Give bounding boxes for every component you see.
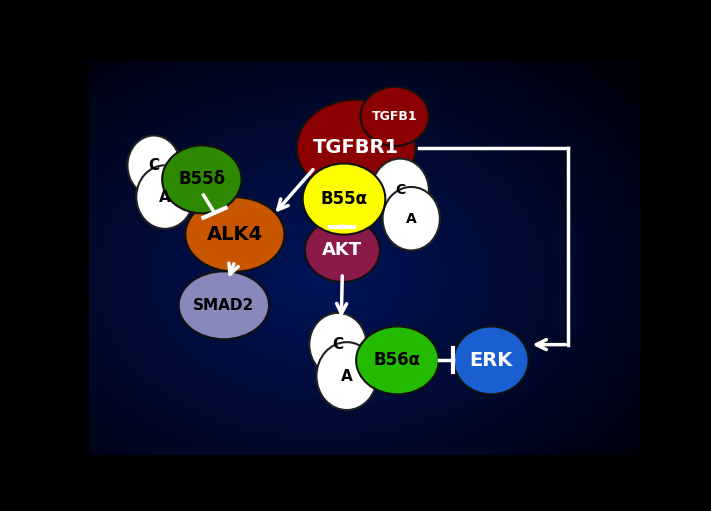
Text: B55α: B55α	[321, 190, 368, 208]
Ellipse shape	[162, 146, 242, 213]
Ellipse shape	[360, 87, 429, 146]
Text: C: C	[149, 158, 159, 173]
Ellipse shape	[296, 100, 416, 196]
Text: C: C	[332, 337, 343, 352]
Text: A: A	[341, 368, 353, 384]
Ellipse shape	[372, 158, 429, 222]
Text: ERK: ERK	[469, 351, 513, 370]
Text: SMAD2: SMAD2	[193, 298, 255, 313]
Ellipse shape	[186, 197, 284, 272]
Text: TGFB1: TGFB1	[372, 110, 417, 123]
Ellipse shape	[303, 164, 385, 235]
Text: A: A	[159, 190, 171, 204]
Text: B55δ: B55δ	[178, 170, 225, 189]
Ellipse shape	[137, 166, 193, 229]
Ellipse shape	[316, 342, 377, 410]
Text: C: C	[395, 183, 405, 197]
Text: TGFBR1: TGFBR1	[313, 138, 399, 157]
Ellipse shape	[454, 327, 528, 394]
Ellipse shape	[383, 187, 440, 250]
Text: ALK4: ALK4	[207, 225, 263, 244]
Text: AKT: AKT	[322, 241, 363, 259]
Ellipse shape	[178, 271, 269, 339]
Text: A: A	[406, 212, 417, 226]
Ellipse shape	[305, 218, 380, 282]
Text: B56α: B56α	[374, 352, 421, 369]
Ellipse shape	[309, 313, 367, 377]
Ellipse shape	[127, 135, 181, 196]
Ellipse shape	[356, 327, 439, 394]
